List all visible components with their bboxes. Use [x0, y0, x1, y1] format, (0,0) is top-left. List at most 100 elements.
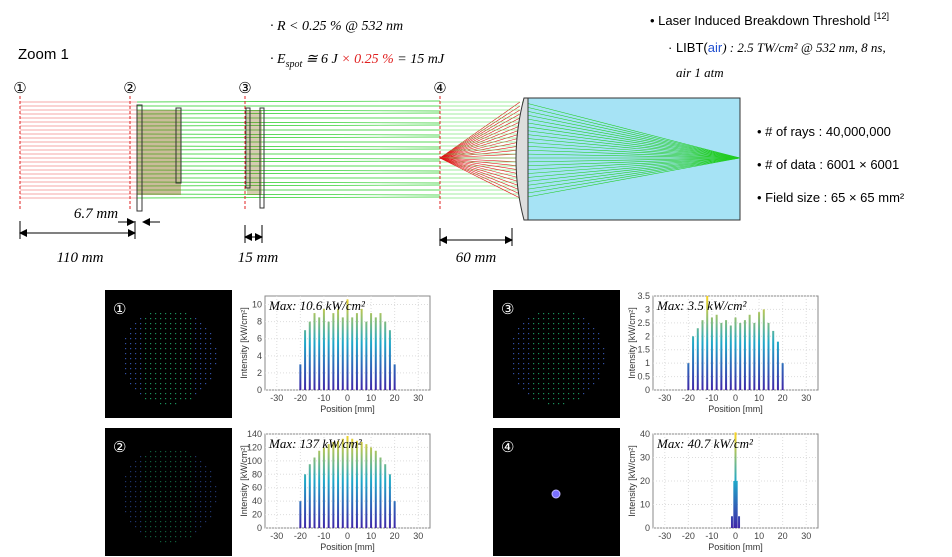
beam-dot	[155, 368, 157, 370]
beam-dot	[563, 313, 565, 315]
beam-dot	[573, 318, 575, 320]
beam-dot	[155, 318, 157, 320]
beam-dot	[140, 343, 142, 345]
plane-label: ①	[13, 80, 26, 97]
y-tick-label: 20	[252, 510, 262, 520]
sim-data: • # of data : 6001 × 6001	[757, 157, 899, 172]
beam-dot	[190, 531, 192, 533]
beam-dot	[180, 363, 182, 365]
beam-dot	[533, 373, 535, 375]
beam-dot	[135, 506, 137, 508]
beam-dot	[160, 398, 162, 400]
beam-dot	[185, 491, 187, 493]
beam-dot	[185, 338, 187, 340]
beam-dot	[165, 373, 167, 375]
beam-dot	[125, 348, 127, 350]
beam-dot	[523, 363, 525, 365]
beam-dot	[175, 353, 177, 355]
beam-dot	[598, 358, 600, 360]
beam-dot	[175, 476, 177, 478]
beam-dot	[130, 338, 132, 340]
x-axis-label: Position [mm]	[320, 542, 375, 552]
beam-dot	[573, 398, 575, 400]
beam-dot	[533, 323, 535, 325]
beam-dot	[160, 491, 162, 493]
beam-dot	[573, 313, 575, 315]
beam-dot	[170, 476, 172, 478]
beam-dot	[205, 368, 207, 370]
y-tick-label: 0	[257, 523, 262, 533]
beam-dot	[200, 461, 202, 463]
beam-dot	[125, 486, 127, 488]
beam-dot	[548, 373, 550, 375]
beam-dot	[523, 338, 525, 340]
beam-dot	[160, 338, 162, 340]
beam-dot	[180, 378, 182, 380]
beam-dot	[175, 486, 177, 488]
beam-dot	[170, 526, 172, 528]
beam-dot	[190, 486, 192, 488]
beam-dot	[140, 378, 142, 380]
beam-dot	[125, 506, 127, 508]
beam-dot	[150, 501, 152, 503]
beam-dot	[563, 343, 565, 345]
beam-dot	[603, 348, 605, 350]
beam-dot	[165, 368, 167, 370]
beam-dot	[190, 471, 192, 473]
beam-dot	[135, 476, 137, 478]
x-tick-label: -20	[682, 531, 695, 541]
beam-dot	[573, 383, 575, 385]
beam-dot	[200, 328, 202, 330]
beam-dot	[190, 521, 192, 523]
beam-dot	[210, 348, 212, 350]
y-tick-label: 8	[257, 317, 262, 327]
beam-dot	[588, 338, 590, 340]
panel-label: ④	[501, 439, 514, 456]
beam-dot	[195, 521, 197, 523]
beam-dot	[145, 378, 147, 380]
beam-dot	[190, 343, 192, 345]
beam-dot	[548, 318, 550, 320]
beam-dot	[573, 363, 575, 365]
energy-highlight: × 0.25 %	[341, 52, 394, 67]
beam-dot	[145, 373, 147, 375]
beam-dot	[205, 501, 207, 503]
beam-dot	[558, 383, 560, 385]
beam-dot	[533, 393, 535, 395]
beam-dot	[563, 363, 565, 365]
beam-dot	[548, 323, 550, 325]
beam-dot	[558, 373, 560, 375]
beam-dot	[175, 358, 177, 360]
beam-dot	[543, 363, 545, 365]
beam-dot	[165, 353, 167, 355]
beam-dot	[165, 496, 167, 498]
beam-dot	[578, 368, 580, 370]
beam-dot	[135, 526, 137, 528]
beam-dot	[573, 343, 575, 345]
beam-dot	[210, 496, 212, 498]
beam-dot	[135, 461, 137, 463]
beam-dot	[140, 328, 142, 330]
beam-dot	[155, 511, 157, 513]
ray	[439, 105, 521, 159]
panel-label: ②	[113, 439, 126, 456]
beam-dot	[180, 506, 182, 508]
beam-dot	[180, 456, 182, 458]
optic	[259, 107, 265, 209]
beam-dot	[528, 328, 530, 330]
beam-dot	[543, 318, 545, 320]
beam-dot	[533, 328, 535, 330]
beam-dot	[165, 328, 167, 330]
beam-dot	[185, 373, 187, 375]
beam-dot	[180, 338, 182, 340]
beam-dot	[135, 333, 137, 335]
ray	[439, 157, 521, 195]
beam-dot	[125, 501, 127, 503]
beam-dot	[190, 333, 192, 335]
ray	[136, 148, 441, 151]
beam-dot	[553, 338, 555, 340]
beam-dot	[548, 398, 550, 400]
beam-dot	[528, 353, 530, 355]
beam-dot	[563, 388, 565, 390]
